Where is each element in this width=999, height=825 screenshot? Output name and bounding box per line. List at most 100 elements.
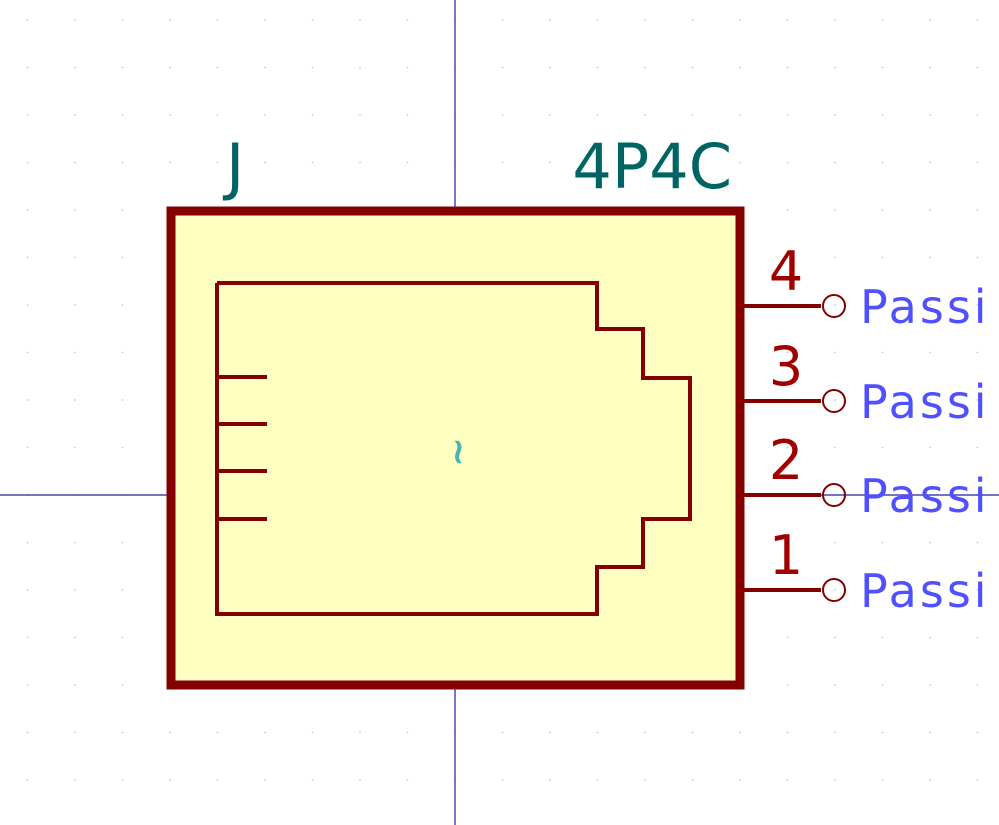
grid-dot xyxy=(216,161,219,164)
pin-endpoint[interactable] xyxy=(822,483,846,507)
grid-dot xyxy=(739,161,741,164)
grid-dot xyxy=(501,114,504,116)
grid-dot xyxy=(929,161,931,164)
grid-dot xyxy=(216,731,219,734)
grid-dot xyxy=(121,589,124,591)
grid-dot xyxy=(976,684,979,686)
grid-dot xyxy=(549,731,551,734)
grid-dot xyxy=(74,304,76,306)
grid-dot xyxy=(74,684,76,686)
grid-dot xyxy=(691,114,694,116)
grid-dot xyxy=(881,66,884,69)
grid-dot xyxy=(501,161,504,164)
grid-dot xyxy=(786,541,789,544)
grid-dot xyxy=(596,779,599,781)
grid-dot xyxy=(501,731,504,734)
grid-dot xyxy=(359,114,361,116)
grid-dot xyxy=(264,114,266,116)
grid-dot xyxy=(834,161,836,164)
grid-dot xyxy=(644,779,646,781)
grid-dot xyxy=(121,66,124,69)
grid-dot xyxy=(976,541,979,544)
grid-dot xyxy=(311,66,314,69)
grid-dot xyxy=(881,161,884,164)
grid-dot xyxy=(74,256,76,259)
grid-dot xyxy=(74,19,76,21)
grid-dot xyxy=(359,731,361,734)
grid-dot xyxy=(216,779,219,781)
grid-dot xyxy=(121,636,124,639)
grid-dot xyxy=(121,114,124,116)
grid-dot xyxy=(881,446,884,449)
grid-dot xyxy=(834,541,836,544)
grid-dot xyxy=(834,446,836,449)
grid-dot xyxy=(121,399,124,401)
grid-dot xyxy=(929,731,931,734)
grid-dot xyxy=(786,66,789,69)
grid-dot xyxy=(406,161,409,164)
grid-dot xyxy=(881,351,884,354)
grid-dot xyxy=(216,114,219,116)
pin-endpoint[interactable] xyxy=(822,578,846,602)
grid-dot xyxy=(169,161,171,164)
grid-dot xyxy=(311,19,314,21)
grid-dot xyxy=(739,731,741,734)
grid-dot xyxy=(359,161,361,164)
grid-dot xyxy=(834,256,836,259)
grid-dot xyxy=(739,779,741,781)
grid-dot xyxy=(644,66,646,69)
jack-outline xyxy=(215,281,692,616)
grid-dot xyxy=(976,351,979,354)
grid-dot xyxy=(644,19,646,21)
pin-type-label: Passi xyxy=(860,469,990,523)
grid-dot xyxy=(74,66,76,69)
grid-dot xyxy=(74,161,76,164)
grid-dot xyxy=(121,161,124,164)
grid-dot xyxy=(976,731,979,734)
grid-dot xyxy=(26,541,29,544)
pin-endpoint[interactable] xyxy=(822,294,846,318)
pin-2[interactable]: 2 Passi xyxy=(740,429,990,523)
grid-dot xyxy=(834,304,836,306)
grid-dot xyxy=(121,731,124,734)
reference-designator[interactable]: J xyxy=(222,130,244,203)
grid-dot xyxy=(26,731,29,734)
grid-dot xyxy=(929,541,931,544)
grid-dot xyxy=(406,66,409,69)
grid-dot xyxy=(976,66,979,69)
grid-dot xyxy=(121,209,124,211)
grid-dot xyxy=(976,161,979,164)
grid-dot xyxy=(881,779,884,781)
grid-dot xyxy=(169,66,171,69)
grid-dot xyxy=(881,304,884,306)
grid-dot xyxy=(26,589,29,591)
grid-dot xyxy=(739,114,741,116)
center-mark: ~ xyxy=(438,437,479,467)
grid-dot xyxy=(929,114,931,116)
grid-dot xyxy=(834,779,836,781)
pin-1[interactable]: 1 Passi xyxy=(740,524,990,618)
grid-dot xyxy=(976,636,979,639)
grid-dot xyxy=(26,446,29,449)
grid-dot xyxy=(26,304,29,306)
grid-dot xyxy=(74,731,76,734)
grid-dot xyxy=(834,684,836,686)
grid-dot xyxy=(311,731,314,734)
grid-dot xyxy=(691,731,694,734)
grid-dot xyxy=(359,19,361,21)
grid-dot xyxy=(26,636,29,639)
pin-3[interactable]: 3 Passi xyxy=(740,335,990,429)
grid-dot xyxy=(881,731,884,734)
grid-dot xyxy=(691,161,694,164)
grid-dot xyxy=(26,256,29,259)
pin-endpoint[interactable] xyxy=(822,389,846,413)
grid-dot xyxy=(549,779,551,781)
grid-dot xyxy=(169,731,171,734)
value-field[interactable]: 4P4C xyxy=(572,130,732,203)
grid-dot xyxy=(549,66,551,69)
grid-dot xyxy=(26,161,29,164)
grid-dot xyxy=(264,161,266,164)
symbol-body[interactable] xyxy=(166,206,745,690)
pin-4[interactable]: 4 Passi xyxy=(740,240,990,334)
